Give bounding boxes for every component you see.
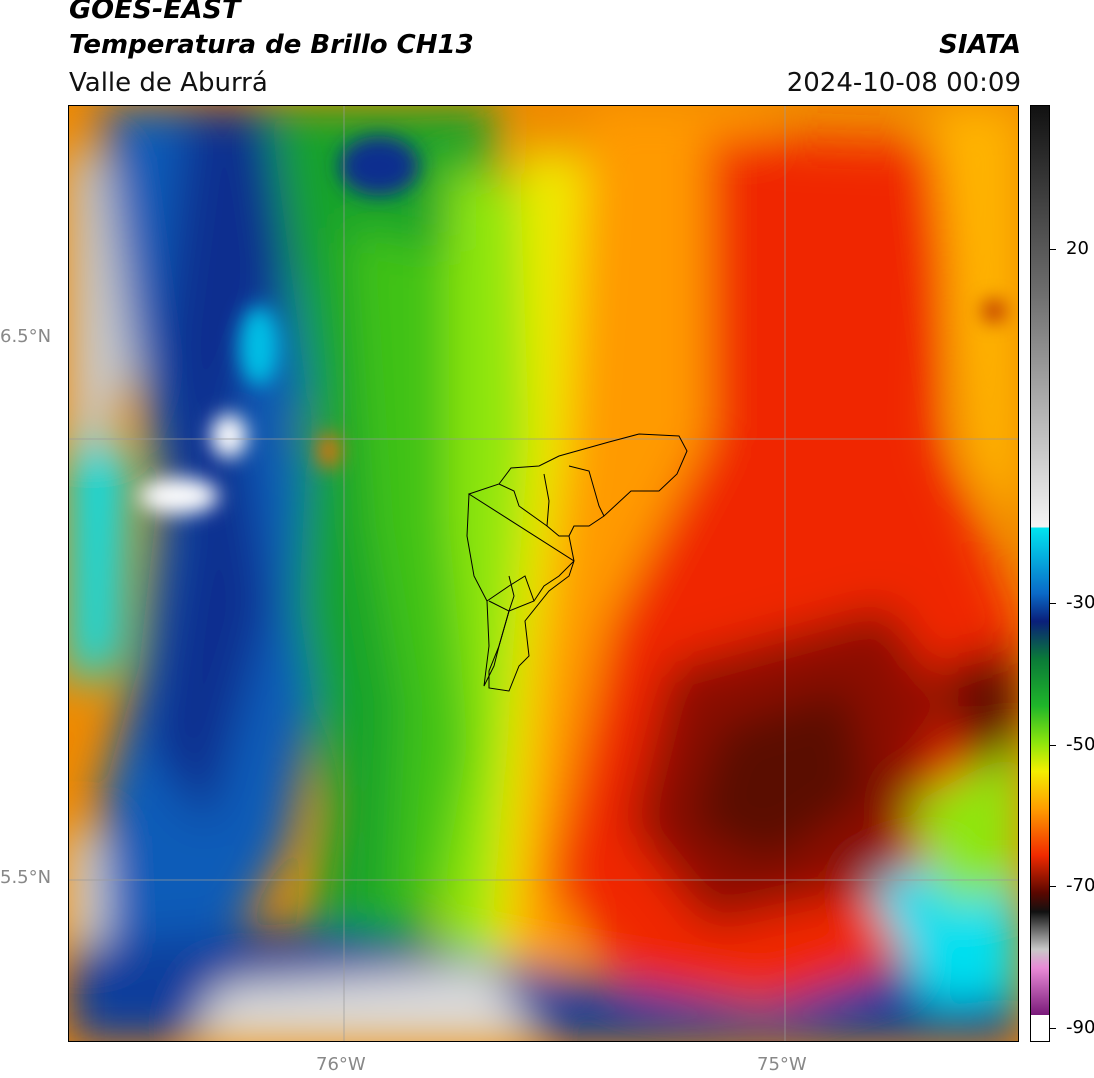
lat-label-5-5n: 5.5°N	[0, 867, 52, 888]
product-title: GOES-EAST	[69, 0, 241, 25]
brightness-temperature-map	[68, 105, 1019, 1042]
region-label: Valle de Aburrá	[69, 68, 268, 98]
timestamp-label: 2024-10-08 00:09	[786, 68, 1021, 98]
organization-label: SIATA	[939, 30, 1021, 60]
graticule	[69, 106, 1018, 1041]
aburra-valley-boundaries	[466, 433, 688, 692]
temperature-colorbar	[1030, 105, 1050, 1042]
colorbar-label-minus70: -70	[1066, 875, 1094, 896]
product-subtitle: Temperatura de Brillo CH13	[69, 30, 474, 60]
colorbar-tick-minus90	[1050, 1028, 1056, 1029]
colorbar-label-minus50: -50	[1066, 734, 1094, 755]
colorbar-tick-minus50	[1050, 745, 1056, 746]
colorbar-tick-minus30	[1050, 603, 1056, 604]
colorbar-label-minus90: -90	[1066, 1017, 1094, 1038]
lat-label-6-5n: 6.5°N	[0, 326, 52, 347]
temperature-field	[69, 106, 1018, 1041]
colorbar-tick-20	[1050, 249, 1056, 250]
colorbar-label-20: 20	[1066, 238, 1089, 259]
colorbar-tick-minus70	[1050, 886, 1056, 887]
cloud-detail	[139, 136, 1004, 514]
lon-label-75w: 75°W	[757, 1054, 807, 1075]
lon-label-76w: 76°W	[316, 1054, 366, 1075]
colorbar-label-minus30: -30	[1066, 592, 1094, 613]
